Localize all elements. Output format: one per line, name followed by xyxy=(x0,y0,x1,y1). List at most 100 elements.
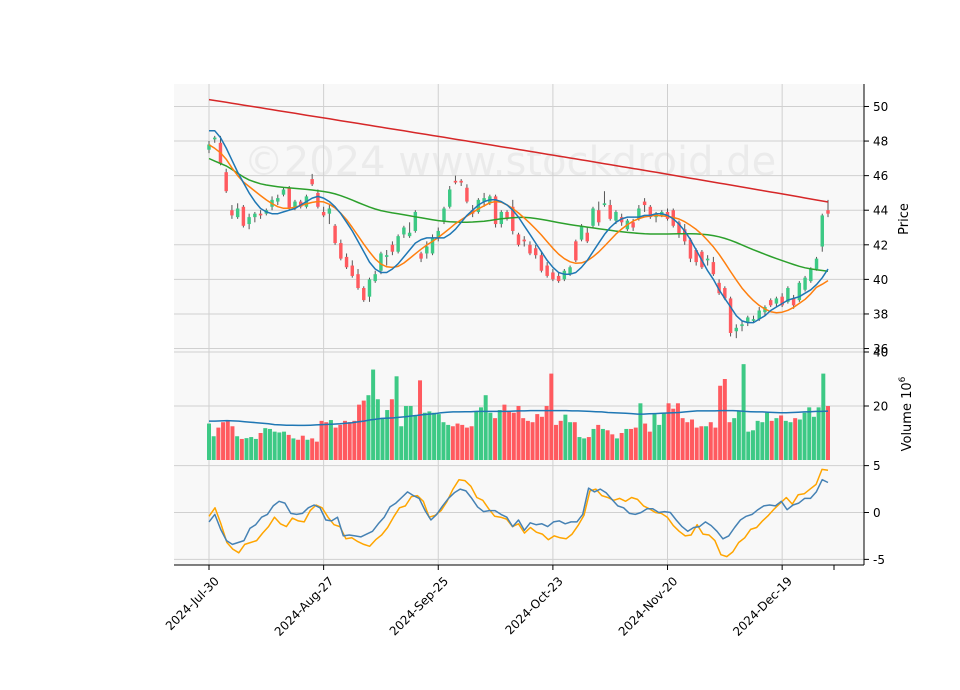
volume-bar xyxy=(296,439,301,460)
candle-body xyxy=(820,215,824,247)
x-tick-label: 2024-Dec-19 xyxy=(730,574,795,639)
volume-bar xyxy=(366,395,371,460)
candle-body xyxy=(568,267,572,275)
y-tick-label: 0 xyxy=(873,506,881,520)
candle-body xyxy=(522,239,526,242)
volume-bar xyxy=(291,438,296,460)
volume-bar xyxy=(460,424,465,460)
candle-body xyxy=(373,274,377,282)
x-tick-label: 2024-Jul-30 xyxy=(163,574,222,633)
candle-body xyxy=(711,262,716,275)
volume-bar xyxy=(826,406,830,460)
candle-body xyxy=(608,205,612,219)
y-tick-label: 48 xyxy=(873,135,888,149)
volume-bar xyxy=(314,441,319,460)
candle-body xyxy=(740,324,744,327)
volume-bar xyxy=(638,403,643,460)
candle-body xyxy=(436,230,440,238)
sma-mid-line xyxy=(208,144,829,314)
volume-bar xyxy=(685,422,690,460)
candle-body xyxy=(213,137,217,140)
volume-bar xyxy=(389,399,394,460)
volume-bar xyxy=(755,420,760,460)
volume-bar xyxy=(385,410,390,460)
volume-bar xyxy=(591,428,596,460)
candle-body xyxy=(734,327,739,332)
volume-bar xyxy=(403,406,408,460)
volume-bar xyxy=(600,428,605,460)
candle-body xyxy=(757,310,761,320)
candle-body xyxy=(442,208,446,221)
candle-body xyxy=(379,253,383,271)
sma-fast-line xyxy=(209,129,829,324)
volume-bar xyxy=(718,385,723,460)
candle-body xyxy=(356,274,360,289)
volume-bar xyxy=(614,438,619,460)
volume-exponent: 6 xyxy=(898,376,908,382)
candle-body xyxy=(751,319,756,321)
candle-body xyxy=(746,317,750,323)
candle-body xyxy=(293,201,297,209)
volume-bar xyxy=(324,422,329,460)
candle-body xyxy=(425,246,429,254)
candle-body xyxy=(648,206,653,218)
y-tick-label: 42 xyxy=(873,238,888,252)
volume-bar xyxy=(361,400,366,460)
volume-bar xyxy=(497,410,502,460)
volume-bar xyxy=(338,424,343,460)
volume-bar xyxy=(375,399,380,460)
candle-body xyxy=(247,217,251,225)
candle-body xyxy=(786,288,790,302)
candle-body xyxy=(390,244,395,252)
volume-bar xyxy=(544,406,549,460)
candle-body xyxy=(499,211,504,225)
volume-bar xyxy=(741,364,746,460)
volume-bar xyxy=(347,422,352,460)
y-tick-label: -5 xyxy=(873,553,885,567)
volume-bar xyxy=(736,411,741,460)
volume-bar xyxy=(502,404,507,460)
volume-bar xyxy=(811,416,816,460)
volume-axis-title: Volume 106 xyxy=(898,376,915,451)
volume-bar xyxy=(277,432,282,460)
volume-bar xyxy=(235,436,240,460)
volume-bar xyxy=(357,404,362,460)
volume-bar xyxy=(478,407,483,460)
volume-bar xyxy=(765,412,770,460)
volume-bar xyxy=(474,411,479,460)
volume-bar xyxy=(629,428,634,460)
candle-body xyxy=(407,232,412,237)
volume-bar xyxy=(568,422,573,460)
candle-body xyxy=(253,213,257,218)
volume-bar xyxy=(272,431,277,460)
volume-bar xyxy=(399,426,404,460)
volume-bar xyxy=(704,426,709,460)
volume-bar xyxy=(432,412,437,460)
candle-body xyxy=(230,210,234,216)
volume-bar xyxy=(422,412,427,460)
candle-body xyxy=(459,180,463,183)
volume-bar xyxy=(211,436,216,460)
indicator-lines xyxy=(208,98,829,558)
candle-body xyxy=(768,300,773,306)
volume-axis-label: Volume xyxy=(900,403,915,451)
volume-bar xyxy=(436,414,441,460)
volume-bar xyxy=(666,403,671,460)
y-tick-label: 40 xyxy=(873,346,888,360)
volume-bar xyxy=(793,418,798,460)
candle-body xyxy=(327,208,332,214)
candle-body xyxy=(723,288,727,299)
volume-bar xyxy=(328,420,333,460)
axes xyxy=(174,84,869,570)
volume-bar xyxy=(727,422,732,460)
volume-bar xyxy=(427,411,432,460)
volume-bar xyxy=(253,438,258,460)
volume-bar xyxy=(282,431,287,460)
candle-body xyxy=(728,298,733,333)
candle-body xyxy=(642,201,647,206)
volume-bar xyxy=(802,412,807,460)
candle-body xyxy=(528,244,532,254)
volume-bar xyxy=(554,424,559,460)
volume-bar xyxy=(530,422,535,460)
